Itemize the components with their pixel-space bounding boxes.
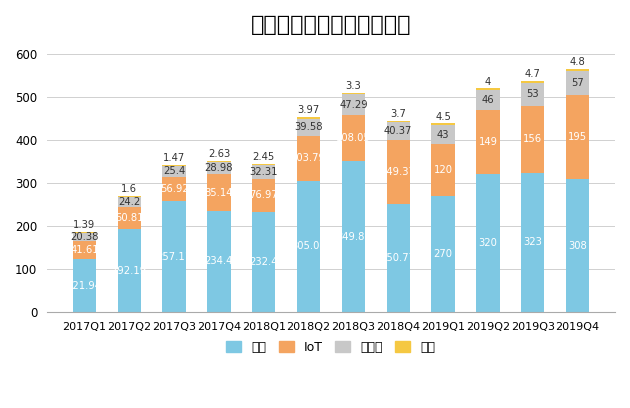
Text: 1.39: 1.39: [73, 220, 96, 231]
Bar: [207, 162, 231, 174]
Text: 305.01: 305.01: [291, 241, 326, 251]
Text: 3.97: 3.97: [297, 105, 319, 115]
Bar: [432, 196, 455, 312]
Text: 234.4: 234.4: [205, 257, 233, 266]
Text: 4.5: 4.5: [435, 112, 451, 122]
Bar: [432, 144, 455, 196]
Text: 1.6: 1.6: [121, 184, 137, 195]
Text: 120: 120: [433, 165, 452, 175]
Text: 56.92: 56.92: [160, 184, 188, 194]
Text: 40.37: 40.37: [384, 126, 413, 136]
Text: 121.94: 121.94: [67, 281, 102, 290]
Bar: [73, 242, 96, 259]
Bar: [73, 232, 96, 233]
Bar: [163, 165, 186, 166]
Bar: [252, 165, 275, 179]
Text: 20.38: 20.38: [71, 232, 99, 242]
Text: 25.4: 25.4: [163, 166, 185, 176]
Text: 308: 308: [568, 241, 587, 251]
Text: 4.8: 4.8: [570, 57, 585, 67]
Bar: [341, 94, 365, 115]
Bar: [476, 110, 500, 174]
Bar: [163, 201, 186, 312]
Text: 108.05: 108.05: [336, 133, 371, 143]
Text: 195: 195: [568, 132, 587, 142]
Bar: [341, 93, 365, 94]
Text: 28.98: 28.98: [205, 163, 233, 173]
Text: 76.97: 76.97: [249, 190, 278, 200]
Text: 156: 156: [523, 134, 542, 144]
Title: 小米季度营收构成（亿元）: 小米季度营收构成（亿元）: [251, 15, 411, 35]
Text: 2.45: 2.45: [253, 152, 275, 162]
Bar: [387, 122, 410, 140]
Bar: [476, 89, 500, 90]
Bar: [252, 212, 275, 312]
Bar: [297, 181, 320, 312]
Text: 47.29: 47.29: [339, 100, 368, 109]
Text: 232.4: 232.4: [249, 257, 278, 267]
Bar: [521, 83, 544, 106]
Text: 192.19: 192.19: [112, 266, 147, 275]
Bar: [73, 259, 96, 312]
Bar: [252, 179, 275, 212]
Text: 57: 57: [571, 78, 584, 88]
Bar: [73, 233, 96, 242]
Bar: [432, 125, 455, 144]
Text: 250.77: 250.77: [381, 253, 416, 263]
Text: 320: 320: [478, 238, 497, 248]
Bar: [207, 161, 231, 162]
Text: 3.7: 3.7: [391, 109, 406, 119]
Bar: [341, 115, 365, 161]
Bar: [521, 173, 544, 312]
Bar: [387, 140, 410, 204]
Text: 349.83: 349.83: [336, 232, 370, 242]
Bar: [118, 229, 141, 312]
Text: 149.37: 149.37: [381, 167, 416, 177]
Bar: [566, 95, 589, 179]
Text: 270: 270: [433, 249, 452, 259]
Legend: 手机, IoT, 互联网, 其他: 手机, IoT, 互联网, 其他: [222, 336, 440, 359]
Text: 41.61: 41.61: [70, 246, 99, 255]
Bar: [566, 71, 589, 95]
Bar: [163, 177, 186, 201]
Bar: [476, 174, 500, 312]
Bar: [252, 164, 275, 165]
Text: 43: 43: [437, 130, 449, 140]
Text: 46: 46: [481, 95, 494, 105]
Bar: [163, 166, 186, 177]
Bar: [207, 211, 231, 312]
Text: 4.7: 4.7: [525, 69, 541, 79]
Text: 53: 53: [527, 89, 539, 99]
Bar: [566, 69, 589, 71]
Text: 50.81: 50.81: [115, 213, 144, 223]
Bar: [432, 124, 455, 125]
Bar: [521, 81, 544, 83]
Bar: [118, 196, 141, 197]
Bar: [566, 179, 589, 312]
Bar: [341, 161, 365, 312]
Bar: [476, 90, 500, 110]
Text: 4: 4: [484, 77, 491, 86]
Text: 24.2: 24.2: [118, 197, 140, 207]
Bar: [207, 174, 231, 211]
Bar: [118, 207, 141, 229]
Text: 3.3: 3.3: [345, 81, 361, 91]
Text: 85.14: 85.14: [205, 188, 233, 197]
Bar: [297, 119, 320, 136]
Bar: [297, 117, 320, 119]
Text: 149: 149: [478, 137, 497, 147]
Text: 2.63: 2.63: [208, 149, 230, 159]
Text: 103.79: 103.79: [291, 153, 326, 163]
Text: 32.31: 32.31: [249, 167, 278, 177]
Bar: [387, 204, 410, 312]
Text: 257.11: 257.11: [156, 252, 192, 262]
Bar: [521, 106, 544, 173]
Text: 323: 323: [524, 237, 542, 247]
Bar: [297, 136, 320, 181]
Text: 1.47: 1.47: [163, 153, 185, 163]
Bar: [118, 197, 141, 207]
Bar: [387, 121, 410, 122]
Text: 39.58: 39.58: [294, 122, 323, 132]
